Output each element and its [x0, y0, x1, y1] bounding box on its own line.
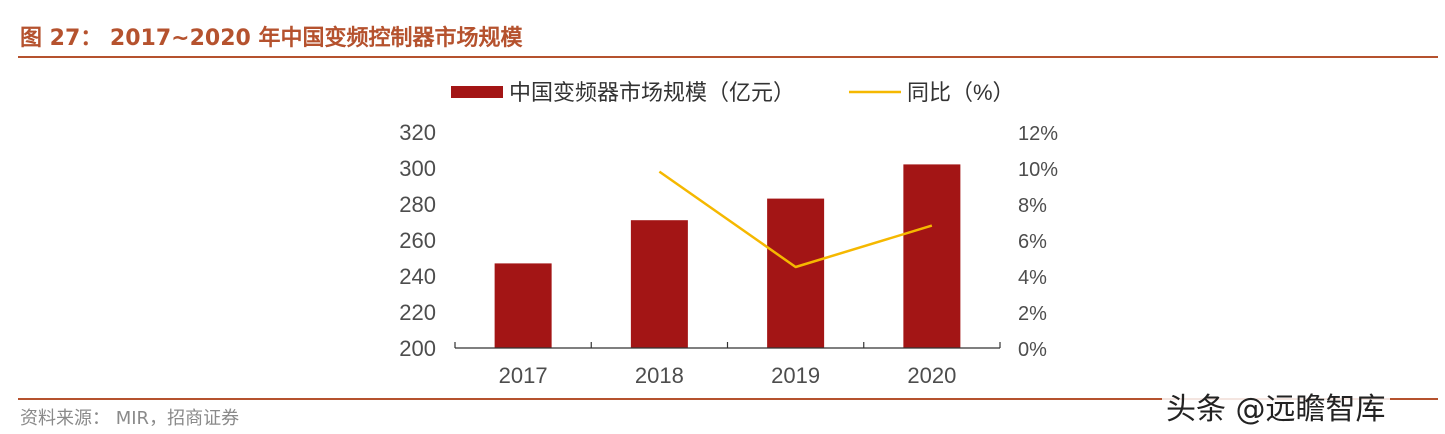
bar-2018 [630, 220, 688, 348]
growth-line [658, 170, 933, 269]
legend-bar-swatch [451, 86, 503, 98]
line-series [658, 170, 933, 269]
right-tick-label: 8% [1018, 195, 1047, 217]
footer-divider [18, 398, 1438, 400]
bar-2019 [767, 198, 825, 348]
right-axis-ticks: 0% 2% 4% 6% 8% 10% 12% [1018, 123, 1058, 361]
left-tick-label: 220 [399, 300, 436, 325]
legend-line-label: 同比（%） [907, 80, 1015, 105]
right-tick-label: 6% [1018, 231, 1047, 253]
bar-2020 [903, 164, 961, 348]
left-tick-label: 200 [399, 336, 436, 361]
x-tick-label: 2018 [635, 363, 684, 388]
left-tick-label: 280 [399, 192, 436, 217]
left-tick-label: 240 [399, 264, 436, 289]
source-note: 资料来源： MIR，招商证券 [20, 408, 240, 429]
right-tick-label: 4% [1018, 267, 1047, 289]
x-axis: 2017 2018 2019 2020 [454, 342, 1001, 388]
legend-bar-label: 中国变频器市场规模（亿元） [509, 80, 795, 105]
right-tick-label: 0% [1018, 339, 1047, 361]
watermark: 头条 @远瞻智库 [1162, 384, 1390, 428]
right-tick-label: 10% [1018, 159, 1058, 181]
right-tick-label: 2% [1018, 303, 1047, 325]
left-tick-label: 320 [399, 120, 436, 145]
left-tick-label: 260 [399, 228, 436, 253]
left-tick-label: 300 [399, 156, 436, 181]
x-tick-label: 2017 [499, 363, 548, 388]
x-tick-label: 2020 [907, 363, 956, 388]
title-divider [18, 56, 1438, 58]
bar-2017 [494, 263, 552, 348]
right-tick-label: 12% [1018, 123, 1058, 145]
figure-title: 图 27： 2017~2020 年中国变频控制器市场规模 [20, 26, 523, 51]
bar-series [494, 164, 961, 348]
x-tick-label: 2019 [771, 363, 820, 388]
legend: 中国变频器市场规模（亿元） 同比（%） [451, 80, 1015, 105]
left-axis-ticks: 200 220 240 260 280 300 320 [399, 120, 436, 361]
